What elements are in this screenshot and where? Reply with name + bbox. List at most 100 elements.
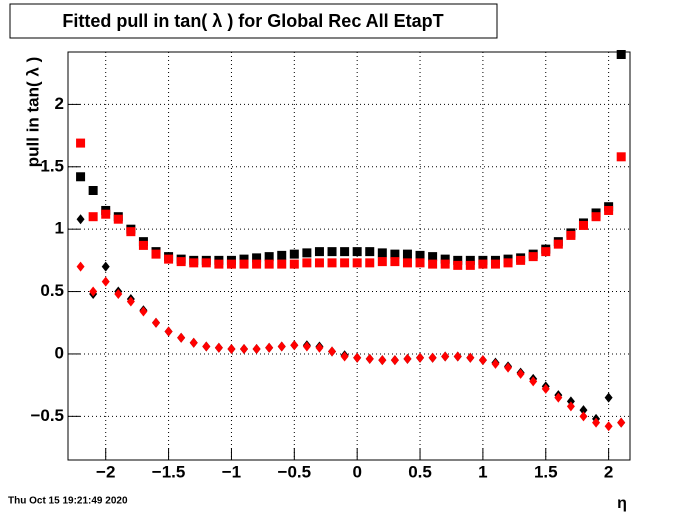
diamond-marker: [466, 352, 475, 363]
square-marker: [327, 258, 337, 268]
diamond-marker: [139, 306, 148, 317]
diamond-marker: [240, 343, 249, 354]
x-tick-label: −1.5: [152, 462, 186, 481]
diamond-marker: [566, 401, 575, 412]
diamond-marker: [441, 351, 450, 362]
square-marker: [490, 259, 500, 269]
diamond-marker: [315, 342, 324, 353]
y-tick-label: 2: [55, 94, 64, 113]
square-marker: [214, 259, 224, 269]
square-marker: [314, 258, 324, 268]
diamond-marker: [202, 341, 211, 352]
square-marker: [226, 259, 236, 269]
square-marker: [252, 253, 262, 263]
y-tick-label: 0.5: [40, 281, 64, 300]
y-tick-label: 1.5: [40, 156, 64, 175]
y-axis-label: pull in tan( λ ): [23, 57, 42, 168]
square-marker: [314, 247, 324, 257]
square-marker: [415, 258, 425, 268]
square-marker: [352, 247, 362, 257]
diamond-marker: [604, 392, 613, 403]
diamond-marker: [101, 261, 110, 272]
diamond-marker: [453, 351, 462, 362]
diamond-marker: [340, 351, 349, 362]
diamond-marker: [277, 341, 286, 352]
diamond-marker: [491, 358, 500, 369]
diamond-marker: [504, 362, 513, 373]
square-marker: [126, 227, 136, 237]
diamond-marker: [328, 346, 337, 357]
square-marker: [76, 138, 86, 148]
x-tick-label: −1: [222, 462, 241, 481]
square-marker: [390, 249, 400, 259]
square-marker: [252, 259, 262, 269]
square-marker: [402, 249, 412, 259]
diamond-marker: [302, 341, 311, 352]
square-marker: [340, 258, 350, 268]
chart-title: Fitted pull in tan( λ ) for Global Rec A…: [62, 11, 443, 31]
x-tick-label: −0.5: [278, 462, 312, 481]
diamond-marker: [114, 289, 123, 300]
square-marker: [88, 185, 98, 195]
diamond-marker: [378, 355, 387, 366]
diamond-marker: [189, 337, 198, 348]
square-marker: [176, 257, 186, 267]
square-marker: [164, 254, 174, 264]
square-marker: [528, 252, 538, 262]
diamond-marker: [89, 286, 98, 297]
square-marker: [239, 259, 249, 269]
square-marker: [101, 209, 111, 219]
diamond-marker: [529, 376, 538, 387]
square-marker: [289, 249, 299, 259]
square-marker: [415, 250, 425, 260]
square-marker: [365, 258, 375, 268]
title-box: [9, 3, 498, 39]
diamond-marker: [265, 342, 274, 353]
diamond-marker: [353, 352, 362, 363]
diamond-marker: [579, 405, 588, 416]
diamond-marker: [604, 421, 613, 432]
diamond-marker: [76, 261, 85, 272]
square-marker: [277, 250, 287, 260]
square-marker: [352, 258, 362, 268]
square-marker: [377, 257, 387, 267]
diamond-marker: [579, 411, 588, 422]
square-marker: [289, 259, 299, 269]
x-tick-label: 1: [478, 462, 487, 481]
diamond-marker: [152, 317, 161, 328]
y-tick-label: 0: [55, 343, 64, 362]
square-marker: [516, 255, 526, 265]
diamond-marker: [403, 353, 412, 364]
square-marker: [327, 247, 337, 257]
square-marker: [566, 230, 576, 240]
square-marker: [453, 255, 463, 265]
diamond-marker: [126, 296, 135, 307]
square-marker: [390, 257, 400, 267]
square-marker: [201, 258, 211, 268]
x-tick-label: −2: [96, 462, 115, 481]
square-marker: [302, 248, 312, 258]
square-marker: [88, 212, 98, 222]
diamond-marker: [592, 417, 601, 428]
square-marker: [151, 249, 161, 259]
diamond-marker: [290, 340, 299, 351]
square-marker: [365, 247, 375, 257]
square-marker: [76, 172, 86, 182]
diamond-marker: [617, 417, 626, 428]
diamond-marker: [478, 355, 487, 366]
square-marker: [616, 152, 626, 162]
x-tick-label: 0.5: [408, 462, 432, 481]
square-marker: [465, 255, 475, 265]
square-marker: [541, 247, 551, 257]
diamond-marker: [390, 355, 399, 366]
square-marker: [503, 258, 513, 268]
square-marker: [453, 260, 463, 270]
diamond-marker: [177, 332, 186, 343]
square-marker: [440, 254, 450, 264]
square-marker: [302, 258, 312, 268]
square-marker: [578, 220, 588, 230]
y-tick-label: −0.5: [30, 406, 64, 425]
x-axis-label: η: [617, 495, 627, 512]
